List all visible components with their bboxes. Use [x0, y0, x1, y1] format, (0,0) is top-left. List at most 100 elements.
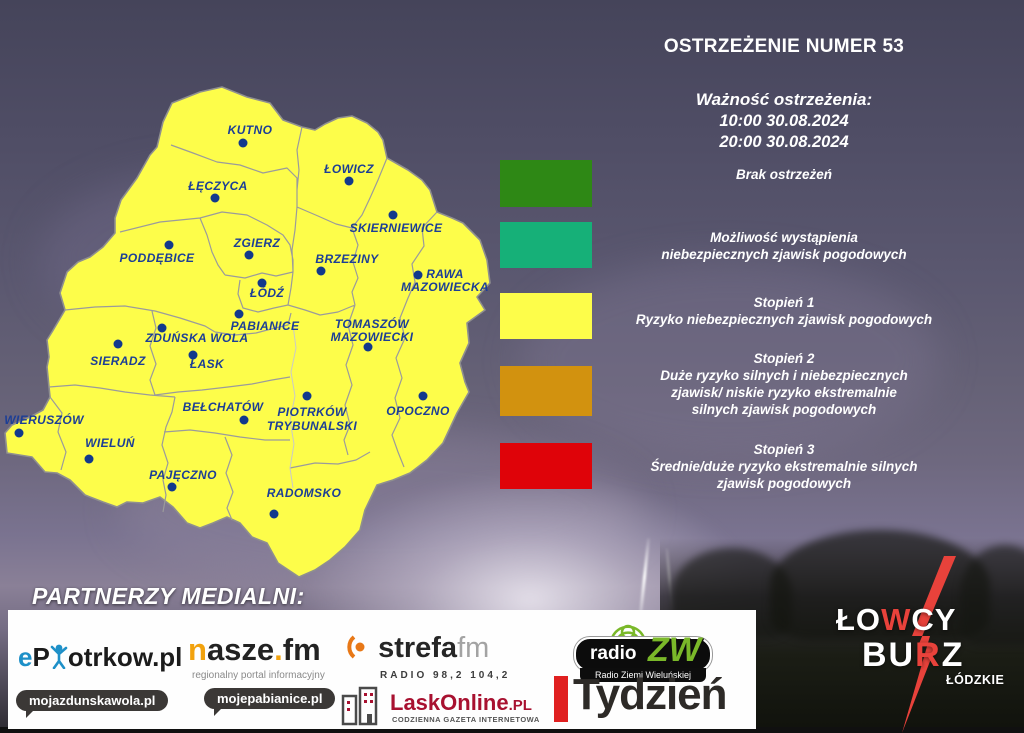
strefafm-name: strefa	[378, 632, 458, 664]
burz-r-red: R	[915, 636, 942, 674]
legend-line: Możliwość wystąpienia	[710, 230, 858, 245]
city-dot	[316, 266, 326, 276]
legend-line: silnych zjawisk pogodowych	[691, 402, 877, 417]
legend-line: Stopień 2	[753, 351, 815, 366]
legend-swatch-level1	[500, 293, 592, 339]
city-label: PIOTRKÓW	[277, 404, 347, 419]
city-dot	[164, 240, 174, 250]
laskonline-logo[interactable]: LaskOnline.PL	[390, 690, 532, 716]
legend-swatch-level3	[500, 443, 592, 489]
epiotrkow-logo[interactable]: eP otrkow.pl	[18, 642, 182, 673]
legend-line: Duże ryzyko silnych i niebezpiecznych	[660, 368, 908, 383]
city-label: ŁASK	[189, 357, 225, 371]
buildings-icon	[341, 686, 378, 726]
city-dot	[238, 138, 248, 148]
lodzkie-voivodeship-map: KUTNO ŁĘCZYCA ŁOWICZ SKIERNIEWICE PODDĘBICE Z…	[4, 86, 491, 578]
city-label: BEŁCHATÓW	[183, 399, 265, 414]
city-label: SKIERNIEWICE	[350, 221, 443, 235]
naszefm-mid: asze	[206, 632, 275, 667]
city-dot	[244, 250, 254, 260]
lowcy-w-red: W	[881, 602, 912, 637]
epiotrkow-p: P	[32, 642, 50, 672]
legend-swatch-level2	[500, 366, 592, 416]
naszefm-fm: fm	[282, 632, 321, 667]
city-label: TOMASZÓW	[335, 316, 411, 331]
warning-title: OSTRZEŻENIE NUMER 53	[663, 36, 905, 57]
city-label: ŁĘCZYCA	[187, 179, 247, 193]
legend-text-none: Brak ostrzeżeń	[588, 166, 980, 183]
lowcy-burz-logo: ŁOWCY BURZ ŁÓDZKIE	[830, 556, 1024, 733]
person-icon	[50, 644, 68, 670]
naszefm-dot: .	[274, 632, 283, 667]
legend-text-level3: Stopień 3 Średnie/duże ryzyko ekstremaln…	[588, 441, 980, 492]
city-dot	[84, 454, 94, 464]
city-label: ŁOWICZ	[323, 162, 374, 176]
city-label: TRYBUNALSKI	[267, 419, 357, 433]
region-name: ŁÓDZKIE	[946, 673, 1005, 687]
city-dot	[413, 270, 423, 280]
radiozw-tagline: Radio Ziemi Wieluńskiej	[580, 668, 706, 682]
legend-text-level1: Stopień 1 Ryzyko niebezpiecznych zjawisk…	[588, 294, 980, 328]
partners-heading: PARTNERZY MEDIALNI:	[32, 583, 305, 609]
radiozw-logo[interactable]: radio ZW	[574, 631, 712, 672]
city-label: PABIANICE	[231, 319, 300, 333]
city-dot	[363, 342, 373, 352]
county-borders	[48, 126, 438, 521]
mojazdunskawola-logo[interactable]: mojazdunskawola.pl	[16, 690, 169, 718]
city-label: MAZOWIECKA	[401, 280, 489, 294]
city-dot	[167, 482, 177, 492]
legend-line: Ryzyko niebezpiecznych zjawisk pogodowyc…	[635, 312, 933, 327]
naszefm-logo[interactable]: nasze.fm	[188, 632, 321, 668]
strefafm-suffix: fm	[457, 632, 490, 664]
legend-line: Stopień 3	[753, 442, 815, 457]
laskonline-name: LaskOnline	[390, 690, 509, 715]
legend-swatch-none	[500, 160, 592, 207]
tree-silhouette	[960, 545, 1024, 645]
lightning-bolt-icon	[902, 556, 956, 733]
lowcy-text: ŁOWCY	[836, 602, 956, 638]
city-dot	[344, 176, 354, 186]
validity-from: 10:00 30.08.2024	[719, 112, 849, 130]
legend-line: Średnie/duże ryzyko ekstremalnie silnych	[650, 459, 918, 474]
radiozw-zw: ZW	[648, 631, 701, 669]
city-label: KUTNO	[228, 123, 273, 137]
validity-to: 20:00 30.08.2024	[719, 133, 849, 151]
city-label: ZGIERZ	[233, 236, 281, 250]
legend-line: zjawisk/ niskie ryzyko ekstremalnie	[671, 385, 897, 400]
epiotrkow-rest: otrkow.pl	[67, 642, 183, 672]
legend-line: Brak ostrzeżeń	[735, 167, 833, 182]
city-label: ŁÓDŹ	[249, 285, 285, 300]
city-markers-layer: KUTNO ŁĘCZYCA ŁOWICZ SKIERNIEWICE PODDĘBICE Z…	[4, 123, 489, 519]
radio-waves-icon	[347, 635, 365, 659]
city-dot	[418, 391, 428, 401]
strefafm-logo[interactable]: strefafm	[344, 632, 489, 665]
tydzien-red-bar	[554, 676, 568, 722]
mojepabianice-logo[interactable]: mojepabianice.pl	[204, 688, 336, 716]
lowcy-part: ŁO	[836, 602, 882, 637]
city-dot	[257, 278, 267, 288]
strefafm-frequency: RADIO 98,2 104,2	[380, 670, 511, 681]
city-dot	[234, 309, 244, 319]
city-dot	[210, 193, 220, 203]
naszefm-n: n	[188, 632, 207, 667]
city-label: MAZOWIECKI	[331, 330, 414, 344]
naszefm-tagline: regionalny portal informacyjny	[192, 670, 325, 681]
legend-text-possible: Możliwość wystąpienia niebezpiecznych zj…	[588, 229, 980, 263]
city-label: RADOMSKO	[267, 486, 342, 500]
tydzien-logo[interactable]: Tydzień	[573, 670, 728, 719]
city-dot	[239, 415, 249, 425]
city-dot	[388, 210, 398, 220]
city-dot	[14, 428, 24, 438]
city-label: OPOCZNO	[386, 404, 450, 418]
lowcy-part: CY	[911, 602, 957, 637]
validity-label: Ważność ostrzeżenia:	[695, 90, 873, 109]
city-label: BRZEZINY	[315, 252, 379, 266]
burz-part: BU	[862, 636, 916, 674]
burz-text: BURZ	[862, 636, 964, 675]
legend-line: Stopień 1	[753, 295, 815, 310]
city-dot	[157, 323, 167, 333]
tree-silhouette	[770, 530, 990, 640]
city-dot	[302, 391, 312, 401]
city-label: PODDĘBICE	[120, 251, 196, 265]
